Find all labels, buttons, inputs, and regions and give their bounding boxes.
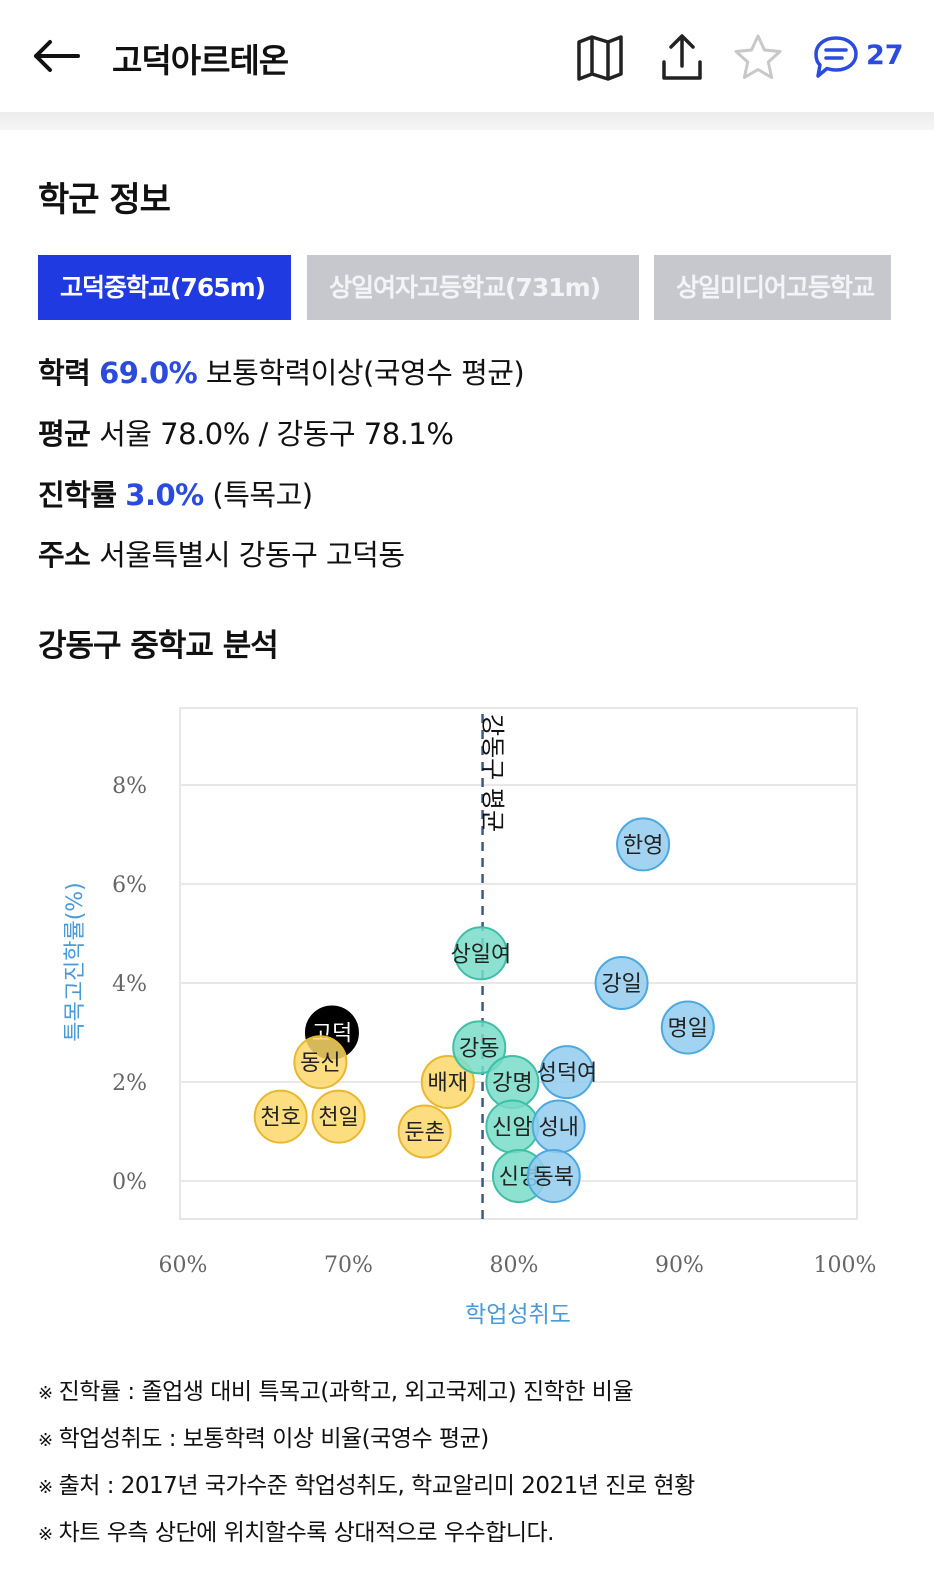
- x-axis-label: 학업성취도: [465, 1302, 571, 1328]
- info-highlight: 3.0%: [125, 478, 204, 512]
- info-key: 주소: [38, 538, 91, 572]
- note-4: ※ 차트 우측 상단에 위치할수록 상대적으로 우수합니다.: [38, 1513, 554, 1547]
- point-marker: [253, 1089, 308, 1144]
- x-tick-label: 100%: [814, 1253, 877, 1278]
- section-title-analysis: 강동구 중학교 분석: [38, 628, 279, 664]
- info-row-address: 주소 서울특별시 강동구 고덕동: [38, 532, 405, 574]
- point-marker: [616, 817, 671, 872]
- school-tabs: 고덕중학교(765m) 상일여자고등학교(731m) 상일미디어고등학교: [38, 255, 891, 320]
- point-marker: [453, 926, 508, 981]
- x-tick-label: 70%: [324, 1253, 373, 1278]
- point-label: 동북: [533, 1165, 573, 1190]
- info-key: 평균: [38, 417, 91, 451]
- note-text: 출처 : 2017년 국가수준 학업성취도, 학교알리미 2021년 진로 현황: [58, 1473, 696, 1499]
- app-header: 고덕아르테온 27: [0, 0, 934, 112]
- point-marker: [420, 1055, 475, 1109]
- tab-school-0[interactable]: 고덕중학교(765m): [38, 255, 291, 320]
- x-tick-label: 60%: [159, 1253, 208, 1278]
- point-marker: [452, 1020, 507, 1075]
- y-tick-label: 4%: [112, 972, 147, 997]
- note-1: ※ 진학률 : 졸업생 대비 특목고(과학고, 외고국제고) 진학한 비율: [38, 1372, 634, 1406]
- note-mark: ※: [38, 1524, 53, 1545]
- info-row-average: 평균 서울 78.0% / 강동구 78.1%: [38, 411, 454, 453]
- point-label: 배재: [428, 1071, 468, 1096]
- info-key: 진학률: [38, 478, 117, 512]
- info-value: 서울특별시 강동구 고덕동: [90, 538, 405, 572]
- info-row-advancement: 진학률 3.0% (특목고): [38, 472, 313, 514]
- y-tick-label: 2%: [112, 1071, 147, 1096]
- point-label: 한영: [623, 833, 663, 858]
- point-marker: [526, 1149, 581, 1204]
- note-text: 진학률 : 졸업생 대비 특목고(과학고, 외고국제고) 진학한 비율: [58, 1379, 634, 1405]
- note-mark: ※: [38, 1477, 53, 1498]
- point-marker: [311, 1089, 366, 1144]
- point-label: 신암: [492, 1116, 532, 1141]
- share-icon[interactable]: [656, 32, 708, 84]
- info-key: 학력: [38, 356, 91, 390]
- back-arrow-icon[interactable]: [28, 34, 84, 78]
- comment-count[interactable]: 27: [866, 40, 904, 71]
- tab-school-2[interactable]: 상일미디어고등학교: [654, 255, 891, 320]
- note-2: ※ 학업성취도 : 보통학력 이상 비율(국영수 평균): [38, 1419, 489, 1453]
- point-label: 성덕여: [537, 1061, 598, 1086]
- info-value: 보통학력이상(국영수 평균): [197, 356, 525, 390]
- star-icon[interactable]: [732, 32, 784, 84]
- map-icon[interactable]: [574, 32, 626, 84]
- note-text: 학업성취도 : 보통학력 이상 비율(국영수 평균): [58, 1426, 490, 1452]
- x-tick-label: 80%: [490, 1253, 539, 1278]
- point-marker: [397, 1104, 452, 1159]
- point-marker: [660, 1000, 715, 1055]
- point-label: 천일: [318, 1106, 358, 1131]
- note-mark: ※: [38, 1430, 53, 1451]
- header-divider: [0, 112, 934, 130]
- note-3: ※ 출처 : 2017년 국가수준 학업성취도, 학교알리미 2021년 진로 현…: [38, 1466, 695, 1500]
- section-title-school: 학군 정보: [38, 180, 171, 220]
- info-highlight: 69.0%: [99, 356, 198, 390]
- tab-school-1[interactable]: 상일여자고등학교(731m): [307, 255, 639, 320]
- scatter-chart: 0% 2% 4% 6% 8% 60% 70% 80% 90% 100% 학업성취도 특목고진학률(%)…: [63, 707, 877, 1328]
- info-value: 서울 78.0% / 강동구 78.1%: [90, 417, 454, 451]
- point-marker: [293, 1035, 348, 1090]
- point-marker: [539, 1045, 594, 1100]
- point-label: 둔촌: [404, 1121, 444, 1146]
- y-axis-label: 특목고진학률(%): [63, 882, 88, 1042]
- y-tick-label: 0%: [112, 1170, 147, 1195]
- info-row-achievement: 학력 69.0% 보통학력이상(국영수 평균): [38, 350, 525, 392]
- point-label: 명일: [668, 1017, 708, 1042]
- point-label: 강일: [601, 972, 641, 997]
- point-marker: [594, 956, 649, 1010]
- comment-icon[interactable]: [810, 32, 862, 84]
- x-tick-label: 90%: [655, 1253, 704, 1278]
- point-label: 천호: [260, 1106, 300, 1131]
- note-mark: ※: [38, 1383, 53, 1404]
- y-tick-label: 8%: [112, 774, 147, 799]
- point-label: 성내: [538, 1116, 578, 1141]
- point-label: 동신: [300, 1051, 340, 1076]
- point-label: 강동: [459, 1036, 499, 1061]
- page-title: 고덕아르테온: [112, 41, 289, 80]
- y-tick-label: 6%: [112, 873, 147, 898]
- info-value: (특목고): [203, 478, 313, 512]
- point-label: 강명: [492, 1071, 532, 1096]
- note-text: 차트 우측 상단에 위치할수록 상대적으로 우수합니다.: [58, 1520, 555, 1546]
- average-line-label: 강동구 평균: [479, 714, 507, 832]
- point-label: 상일여: [451, 942, 512, 967]
